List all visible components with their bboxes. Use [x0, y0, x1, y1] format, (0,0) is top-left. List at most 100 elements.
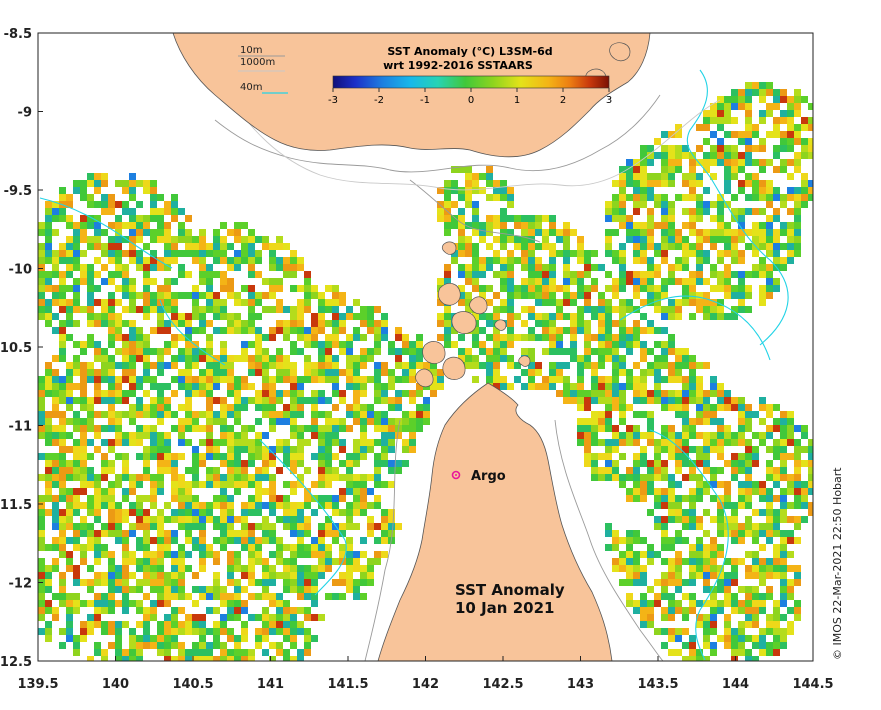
- sst-pixel: [654, 502, 661, 509]
- sst-pixel: [528, 327, 535, 334]
- sst-pixel: [59, 460, 66, 467]
- sst-pixel: [227, 320, 234, 327]
- sst-pixel: [318, 376, 325, 383]
- sst-pixel: [542, 376, 549, 383]
- sst-pixel: [248, 656, 255, 661]
- sst-pixel: [283, 600, 290, 607]
- sst-pixel: [535, 243, 542, 250]
- sst-pixel: [745, 82, 752, 89]
- sst-pixel: [38, 306, 45, 313]
- sst-pixel: [759, 565, 766, 572]
- sst-pixel: [507, 236, 514, 243]
- sst-pixel: [290, 376, 297, 383]
- sst-pixel: [290, 432, 297, 439]
- sst-pixel: [696, 229, 703, 236]
- sst-pixel: [374, 376, 381, 383]
- sst-pixel: [192, 425, 199, 432]
- sst-pixel: [773, 152, 780, 159]
- sst-pixel: [73, 243, 80, 250]
- sst-pixel: [752, 551, 759, 558]
- sst-pixel: [297, 621, 304, 628]
- sst-pixel: [241, 572, 248, 579]
- sst-pixel: [759, 271, 766, 278]
- sst-pixel: [647, 187, 654, 194]
- argo-marker[interactable]: [451, 470, 461, 480]
- sst-pixel: [290, 530, 297, 537]
- sst-pixel: [122, 516, 129, 523]
- sst-pixel: [605, 341, 612, 348]
- sst-pixel: [374, 523, 381, 530]
- sst-pixel: [45, 236, 52, 243]
- sst-pixel: [794, 607, 801, 614]
- sst-pixel: [80, 348, 87, 355]
- sst-pixel: [563, 222, 570, 229]
- sst-pixel: [486, 173, 493, 180]
- sst-pixel: [304, 397, 311, 404]
- sst-pixel: [668, 544, 675, 551]
- sst-pixel: [367, 439, 374, 446]
- sst-pixel: [108, 600, 115, 607]
- sst-pixel: [73, 180, 80, 187]
- sst-pixel: [724, 180, 731, 187]
- sst-pixel: [577, 243, 584, 250]
- sst-pixel: [220, 285, 227, 292]
- sst-pixel: [101, 628, 108, 635]
- sst-pixel: [318, 572, 325, 579]
- sst-pixel: [801, 117, 808, 124]
- sst-pixel: [304, 516, 311, 523]
- sst-pixel: [206, 278, 213, 285]
- sst-pixel: [787, 208, 794, 215]
- sst-pixel: [766, 523, 773, 530]
- sst-pixel: [297, 320, 304, 327]
- sst-pixel: [136, 579, 143, 586]
- sst-pixel: [94, 551, 101, 558]
- sst-pixel: [108, 299, 115, 306]
- sst-pixel: [199, 628, 206, 635]
- sst-pixel: [717, 194, 724, 201]
- sst-pixel: [787, 194, 794, 201]
- sst-pixel: [780, 593, 787, 600]
- sst-pixel: [675, 243, 682, 250]
- sst-pixel: [577, 292, 584, 299]
- sst-pixel: [213, 607, 220, 614]
- sst-pixel: [780, 439, 787, 446]
- sst-pixel: [101, 243, 108, 250]
- sst-pixel: [73, 425, 80, 432]
- sst-pixel: [689, 607, 696, 614]
- sst-pixel: [318, 558, 325, 565]
- sst-pixel: [661, 425, 668, 432]
- sst-pixel: [808, 467, 813, 474]
- sst-pixel: [290, 383, 297, 390]
- sst-pixel: [269, 614, 276, 621]
- sst-pixel: [115, 362, 122, 369]
- sst-pixel: [143, 467, 150, 474]
- sst-pixel: [213, 446, 220, 453]
- sst-pixel: [248, 460, 255, 467]
- sst-pixel: [759, 159, 766, 166]
- sst-pixel: [563, 278, 570, 285]
- sst-pixel: [332, 509, 339, 516]
- sst-pixel: [360, 495, 367, 502]
- sst-pixel: [409, 390, 416, 397]
- sst-pixel: [129, 299, 136, 306]
- sst-pixel: [689, 502, 696, 509]
- sst-pixel: [661, 362, 668, 369]
- sst-pixel: [45, 467, 52, 474]
- sst-pixel: [710, 432, 717, 439]
- sst-pixel: [689, 173, 696, 180]
- sst-pixel: [73, 635, 80, 642]
- sst-pixel: [703, 299, 710, 306]
- sst-pixel: [80, 376, 87, 383]
- sst-pixel: [668, 313, 675, 320]
- sst-pixel: [87, 656, 94, 661]
- sst-pixel: [290, 516, 297, 523]
- sst-pixel: [45, 215, 52, 222]
- sst-pixel: [346, 411, 353, 418]
- sst-pixel: [269, 334, 276, 341]
- sst-pixel: [507, 362, 514, 369]
- sst-pixel: [612, 544, 619, 551]
- sst-pixel: [325, 376, 332, 383]
- sst-pixel: [549, 313, 556, 320]
- sst-pixel: [605, 404, 612, 411]
- sst-pixel: [304, 355, 311, 362]
